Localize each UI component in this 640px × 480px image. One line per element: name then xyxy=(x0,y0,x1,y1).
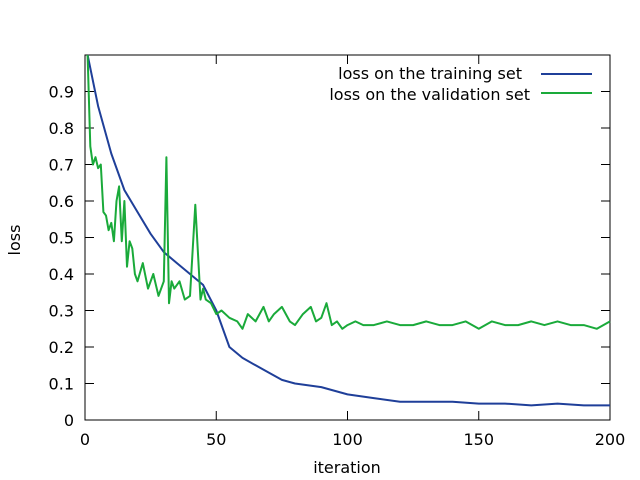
y-tick-label: 0.9 xyxy=(49,83,74,102)
legend-label-validation: loss on the validation set xyxy=(329,85,530,104)
y-axis: 0 0.1 0.2 0.3 0.4 0.5 0.6 0.7 0.8 0.9 xyxy=(49,83,610,430)
y-axis-label: loss xyxy=(5,225,24,256)
x-axis: 0 50 100 150 200 xyxy=(80,55,625,449)
x-tick-label: 50 xyxy=(206,430,226,449)
x-tick-label: 100 xyxy=(332,430,363,449)
series-line-training xyxy=(86,54,610,407)
x-axis-label: iteration xyxy=(313,458,381,477)
y-tick-label: 0.3 xyxy=(49,302,74,321)
y-tick-label: 0.6 xyxy=(49,192,74,211)
y-tick-label: 0.8 xyxy=(49,119,74,138)
y-tick-label: 0.2 xyxy=(49,338,74,357)
x-tick-label: 150 xyxy=(463,430,494,449)
series-line-validation xyxy=(86,54,611,330)
series-layer xyxy=(86,54,611,407)
y-tick-label: 0.7 xyxy=(49,156,74,175)
y-tick-label: 0.4 xyxy=(49,265,74,284)
x-tick-label: 200 xyxy=(595,430,626,449)
y-tick-label: 0 xyxy=(64,411,74,430)
y-tick-label: 0.1 xyxy=(49,375,74,394)
x-tick-label: 0 xyxy=(80,430,90,449)
legend: loss on the training set loss on the val… xyxy=(329,64,592,104)
legend-label-training: loss on the training set xyxy=(338,64,522,83)
y-tick-label: 0.5 xyxy=(49,229,74,248)
